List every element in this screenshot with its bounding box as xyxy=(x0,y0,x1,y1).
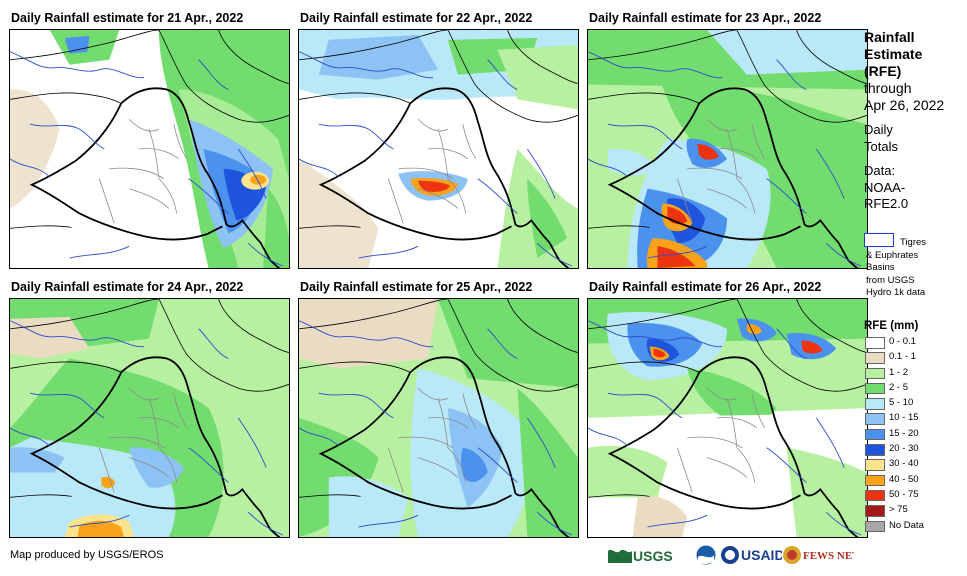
legend-item: 5 - 10 xyxy=(864,397,964,412)
basin-line-4: from USGS xyxy=(866,274,915,286)
usaid-logo-text: USAID xyxy=(741,547,782,563)
panel-title: Daily Rainfall estimate for 25 Apr., 202… xyxy=(300,280,533,294)
legend-item: 50 - 75 xyxy=(864,489,964,504)
info-title-line-3: (RFE) xyxy=(864,63,902,79)
legend-swatch xyxy=(865,459,885,471)
map-credit: Map produced by USGS/EROS xyxy=(10,549,164,561)
info-title-line-1: Rainfall xyxy=(864,29,915,45)
basin-line-1: Tigres xyxy=(900,237,927,248)
basin-text: Tigres & Euphrates Basins from USGS Hydr… xyxy=(866,237,966,300)
legend-item: 10 - 15 xyxy=(864,412,964,427)
usgs-logo: USGS xyxy=(608,548,673,564)
panel-title: Daily Rainfall estimate for 21 Apr., 202… xyxy=(11,11,244,25)
legend-label: 5 - 10 xyxy=(889,397,914,409)
info-period-line-2: Totals xyxy=(864,138,898,154)
info-data-line-2: NOAA- xyxy=(864,179,906,195)
panel-title: Daily Rainfall estimate for 24 Apr., 202… xyxy=(11,280,244,294)
legend-label: 50 - 75 xyxy=(889,488,919,500)
legend-label: 10 - 15 xyxy=(889,412,919,424)
legend-swatch xyxy=(865,489,885,502)
legend-swatch xyxy=(865,444,885,456)
rfe-legend: RFE (mm) 0 - 0.1 0.1 - 1 1 - 2 2 - 5 5 - 10 1… xyxy=(864,320,964,535)
legend-swatch xyxy=(865,337,885,349)
map-info-panel: Rainfall Estimate (RFE) through Apr 26, … xyxy=(864,29,964,213)
legend-label: 15 - 20 xyxy=(889,427,919,439)
legend-title: RFE (mm) xyxy=(864,320,919,332)
legend-label: 30 - 40 xyxy=(889,458,919,470)
legend-item: 40 - 50 xyxy=(864,474,964,489)
legend-item: 15 - 20 xyxy=(864,428,964,443)
fews-net-logo: FEWS NET xyxy=(783,546,854,564)
legend-label: 1 - 2 xyxy=(889,366,909,378)
rainfall-map xyxy=(9,298,290,538)
panel-title: Daily Rainfall estimate for 26 Apr., 202… xyxy=(589,280,822,294)
basin-line-2: & Euphrates xyxy=(866,249,919,261)
info-title-line-2: Estimate xyxy=(864,46,923,62)
panel-title: Daily Rainfall estimate for 22 Apr., 202… xyxy=(300,11,533,25)
info-period: Daily Totals xyxy=(864,122,964,155)
basin-swatch xyxy=(864,233,894,247)
basin-line-5: Hydro 1k data xyxy=(866,287,926,298)
legend-item: 20 - 30 xyxy=(864,443,964,458)
legend-swatch xyxy=(865,474,885,487)
legend-swatch xyxy=(865,413,885,425)
rainfall-map xyxy=(298,298,579,538)
legend-item: 2 - 5 xyxy=(864,382,964,397)
info-data-line-3: RFE2.0 xyxy=(864,196,909,211)
usaid-logo: USAID xyxy=(721,546,782,564)
rainfall-map xyxy=(9,29,290,269)
legend-swatch xyxy=(865,398,885,410)
legend-swatch xyxy=(865,520,885,533)
legend-label: 0 - 0.1 xyxy=(889,336,916,347)
legend-item: > 75 xyxy=(864,504,964,519)
info-through: through xyxy=(864,80,912,96)
legend-swatch xyxy=(865,505,885,517)
legend-label: 2 - 5 xyxy=(889,381,909,393)
legend-swatch xyxy=(865,352,885,364)
rainfall-map xyxy=(587,29,868,269)
info-data-line-1: Data: xyxy=(864,163,896,178)
rainfall-map xyxy=(587,298,868,538)
legend-label: > 75 xyxy=(889,504,908,516)
info-data-source: Data: NOAA- RFE2.0 xyxy=(864,163,964,213)
legend-swatch xyxy=(865,428,885,441)
noaa-logo xyxy=(695,544,717,566)
fews-net-logo-text: FEWS NET xyxy=(803,550,854,562)
legend-label: 40 - 50 xyxy=(889,473,919,485)
legend-item: 0.1 - 1 xyxy=(864,351,964,366)
legend-item: 0 - 0.1 xyxy=(864,336,964,351)
legend-label: No Data xyxy=(889,519,924,531)
legend-item: 1 - 2 xyxy=(864,367,964,382)
info-period-line-1: Daily xyxy=(864,122,893,137)
panel-title: Daily Rainfall estimate for 23 Apr., 202… xyxy=(589,11,822,25)
rainfall-map xyxy=(298,29,579,269)
legend-swatch xyxy=(865,382,885,395)
basin-line-3: Basins xyxy=(866,262,895,273)
legend-label: 0.1 - 1 xyxy=(889,351,916,363)
legend-swatch xyxy=(865,367,885,380)
legend-label: 20 - 30 xyxy=(889,443,919,455)
info-date: Apr 26, 2022 xyxy=(864,97,945,113)
usgs-logo-text: USGS xyxy=(633,548,673,564)
legend-item: 30 - 40 xyxy=(864,458,964,473)
legend-item: No Data xyxy=(864,520,964,535)
